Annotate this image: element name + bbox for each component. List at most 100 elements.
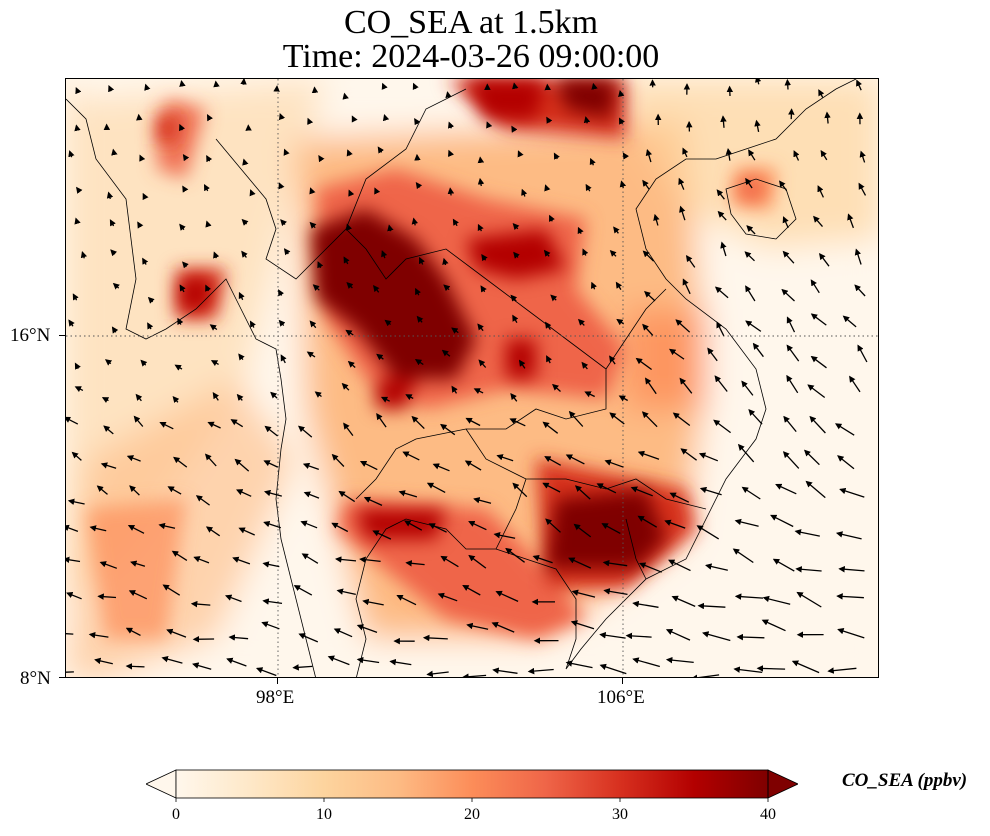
wind-arrow	[813, 215, 823, 228]
wind-arrow	[603, 588, 628, 596]
wind-arrow	[665, 656, 694, 664]
wind-arrow	[206, 154, 213, 163]
wind-arrow	[486, 121, 493, 129]
wind-arrow	[817, 185, 824, 198]
wind-arrow	[71, 451, 82, 461]
wind-arrow	[363, 496, 383, 506]
wind-arrow	[542, 482, 561, 493]
wind-arrow	[618, 395, 629, 402]
wind-arrow	[136, 113, 143, 121]
wind-arrow	[147, 296, 155, 304]
wind-arrow	[669, 492, 690, 503]
wind-arrow	[644, 377, 657, 395]
wind-vectors	[66, 79, 868, 677]
colorbar-tick-20: 20	[464, 806, 480, 823]
wind-arrow	[345, 329, 354, 337]
wind-arrow	[283, 148, 290, 156]
wind-arrow	[725, 148, 733, 161]
wind-arrow	[109, 219, 116, 227]
wind-arrow	[88, 631, 109, 639]
wind-arrow	[714, 375, 728, 392]
wind-arrow	[242, 158, 249, 166]
wind-arrow	[549, 214, 555, 222]
wind-arrow	[140, 359, 148, 367]
wind-arrow	[172, 396, 180, 404]
wind-arrow	[637, 450, 660, 460]
wind-arrow	[837, 455, 855, 470]
wind-arrow	[179, 284, 186, 293]
wind-arrow	[510, 294, 518, 302]
wind-arrow	[699, 486, 722, 496]
wind-arrow	[416, 315, 424, 323]
y-tick-label-16N: 16°N	[10, 325, 51, 346]
wind-arrow	[568, 557, 592, 569]
border-cambodia-north	[465, 428, 707, 510]
wind-arrow	[135, 393, 143, 402]
wind-arrow	[97, 593, 117, 600]
wind-arrow	[690, 674, 720, 677]
wind-arrow	[125, 627, 141, 636]
border-thailand-laos	[345, 228, 607, 500]
wind-arrow	[638, 562, 662, 573]
wind-arrow	[112, 282, 120, 290]
wind-arrow	[512, 223, 520, 231]
colorbar-gradient	[176, 770, 768, 798]
wind-arrow	[228, 634, 249, 641]
wind-arrow	[835, 531, 862, 540]
wind-arrow	[679, 205, 686, 221]
wind-arrow	[511, 125, 518, 133]
wind-arrow	[705, 563, 728, 571]
wind-arrow	[805, 480, 826, 499]
wind-arrow	[111, 148, 118, 156]
wind-arrow	[351, 115, 358, 123]
colorbar-ticks	[175, 798, 769, 802]
wind-arrow	[338, 490, 356, 503]
wind-arrow	[625, 632, 652, 640]
wind-arrow	[372, 530, 392, 540]
wind-arrow	[786, 316, 796, 333]
wind-arrow	[280, 219, 287, 227]
wind-arrow	[104, 359, 113, 366]
wind-arrow	[698, 452, 719, 462]
wind-arrow	[696, 525, 720, 540]
wind-arrow	[318, 155, 325, 163]
wind-arrow	[550, 294, 558, 302]
colorbar-tick-10: 10	[316, 806, 332, 823]
wind-arrow	[249, 189, 256, 197]
wind-arrow	[232, 556, 251, 565]
wind-arrow	[238, 353, 245, 361]
wind-arrow	[589, 157, 596, 166]
wind-arrow	[854, 248, 862, 265]
wind-arrow	[440, 423, 456, 436]
wind-arrow	[374, 187, 381, 195]
wind-arrow	[570, 620, 595, 630]
wind-arrow	[477, 177, 485, 187]
wind-arrow	[72, 293, 79, 301]
wind-arrow	[496, 454, 514, 462]
wind-arrow	[182, 261, 189, 269]
wind-arrow	[810, 313, 827, 326]
wind-arrow	[376, 413, 387, 428]
wind-arrow	[675, 319, 691, 333]
wind-arrow	[74, 217, 81, 225]
wind-arrow	[74, 386, 84, 393]
wind-arrow	[75, 87, 82, 95]
wind-arrow	[668, 559, 691, 572]
wind-arrow	[110, 249, 118, 257]
colorbar-tick-40: 40	[760, 806, 776, 823]
wind-arrow	[717, 210, 727, 221]
border-myanmar-thailand-north	[215, 88, 467, 280]
wind-arrow	[359, 556, 381, 563]
wind-arrow	[462, 584, 481, 596]
wind-arrow	[642, 179, 650, 190]
wind-arrow	[464, 460, 482, 471]
wind-arrow	[66, 416, 79, 425]
wind-arrow	[544, 456, 562, 466]
wind-arrow	[632, 600, 659, 608]
wind-arrow	[298, 425, 313, 438]
wind-arrow	[205, 220, 212, 228]
wind-arrow	[437, 592, 458, 602]
wind-arrow	[398, 490, 418, 498]
wind-arrow	[224, 594, 242, 603]
wind-arrow	[99, 561, 118, 569]
